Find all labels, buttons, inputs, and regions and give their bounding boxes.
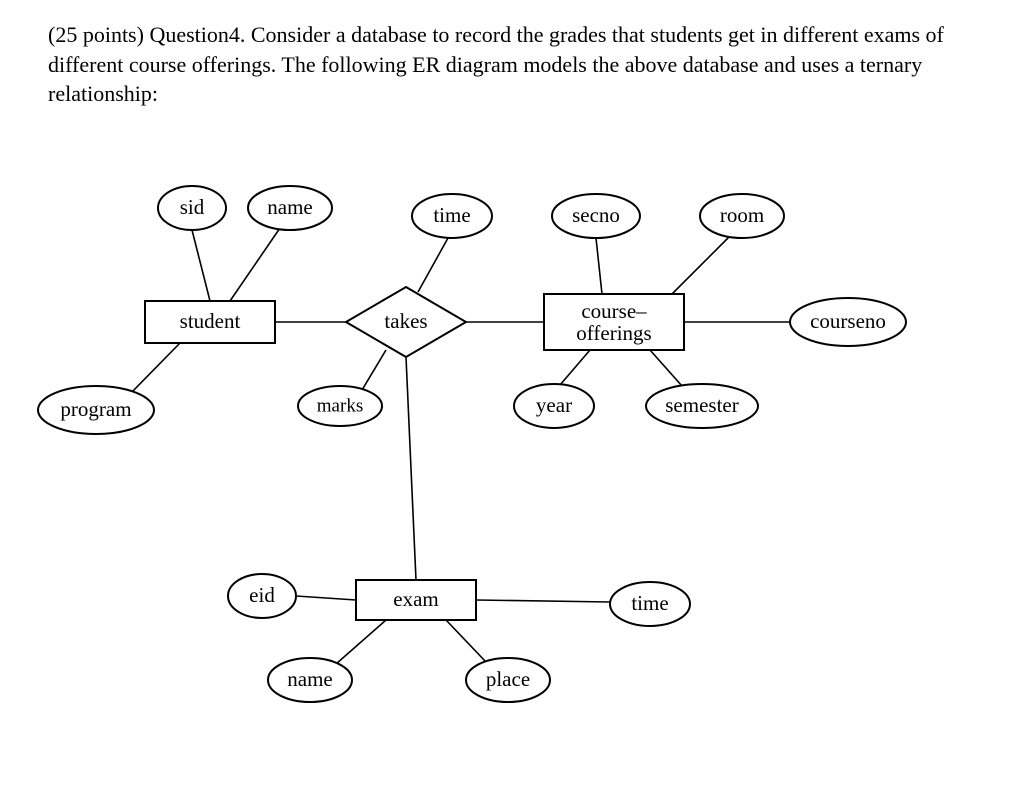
edge-time-takes <box>418 238 448 292</box>
edge-program-student <box>130 343 180 394</box>
attr-secno-label: secno <box>572 203 620 227</box>
attr-time-takes: time <box>412 194 492 238</box>
attr-place-label: place <box>486 667 530 691</box>
edge-secno-course <box>596 238 602 294</box>
attr-secno: secno <box>552 194 640 238</box>
edge-year-course <box>560 350 590 385</box>
attr-courseno: courseno <box>790 298 906 346</box>
edge-eid-exam <box>296 596 356 600</box>
attr-year-label: year <box>536 393 572 417</box>
edge-marks-takes <box>362 350 386 390</box>
attr-sid: sid <box>158 186 226 230</box>
edge-room-course <box>670 236 730 296</box>
attr-time-exam: time <box>610 582 690 626</box>
relationship-takes: takes <box>346 287 466 357</box>
attr-room-label: room <box>720 203 764 227</box>
attr-semester: semester <box>646 384 758 428</box>
attr-program: program <box>38 386 154 434</box>
attr-name-student-label: name <box>267 195 312 219</box>
edge-takes-exam <box>406 357 416 580</box>
attr-name-exam-label: name <box>287 667 332 691</box>
attr-eid-label: eid <box>249 583 275 607</box>
attr-eid: eid <box>228 574 296 618</box>
entity-exam: exam <box>356 580 476 620</box>
edge-place-exam <box>446 620 486 662</box>
entity-student: student <box>145 301 275 343</box>
attr-time-exam-label: time <box>631 591 668 615</box>
attr-room: room <box>700 194 784 238</box>
er-diagram: sid name program marks time secno room <box>0 0 1024 807</box>
attr-semester-label: semester <box>665 393 738 417</box>
attr-name-student: name <box>248 186 332 230</box>
attr-marks-label: marks <box>317 395 363 416</box>
attr-name-exam: name <box>268 658 352 702</box>
edge-sid-student <box>192 230 210 301</box>
attr-place: place <box>466 658 550 702</box>
edge-name-exam <box>336 620 386 664</box>
entity-course-offerings-label2: offerings <box>576 321 651 345</box>
entity-course-offerings-label1: course– <box>581 299 647 323</box>
attr-courseno-label: courseno <box>810 309 886 333</box>
edge-time-exam <box>476 600 610 602</box>
edge-name-student <box>230 228 280 301</box>
attr-program-label: program <box>60 397 131 421</box>
edge-semester-course <box>650 350 682 386</box>
relationship-takes-label: takes <box>384 309 427 333</box>
entity-student-label: student <box>180 309 241 333</box>
attr-year: year <box>514 384 594 428</box>
entity-course-offerings: course– offerings <box>544 294 684 350</box>
attr-sid-label: sid <box>180 195 205 219</box>
attr-marks: marks <box>298 386 382 426</box>
attr-time-takes-label: time <box>433 203 470 227</box>
entity-exam-label: exam <box>393 587 438 611</box>
